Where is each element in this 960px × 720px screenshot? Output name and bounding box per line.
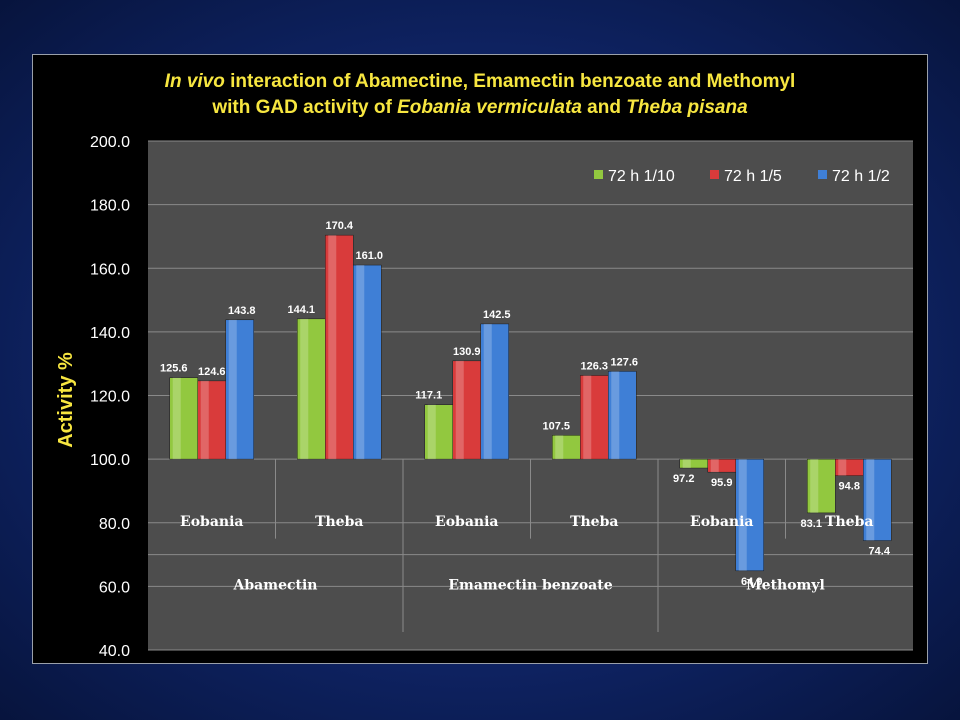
data-label: 125.6 (160, 363, 188, 375)
bar-highlight (866, 459, 875, 541)
bar (480, 323, 509, 460)
title-rest: interaction of Abamectine, Emamectin ben… (224, 71, 796, 92)
title-italic: In vivo (164, 71, 225, 92)
bar-highlight (483, 323, 492, 460)
y-tick-label: 200.0 (90, 134, 130, 151)
legend-label: 72 h 1/2 (832, 168, 890, 185)
chart-title-line-1: In vivo interaction of Abamectine, Emame… (33, 71, 927, 93)
group-label: Abamectin (233, 578, 318, 594)
bar (197, 380, 226, 460)
data-label: 74.4 (869, 546, 891, 558)
title-species-2: Theba pisana (626, 97, 748, 118)
bar-highlight (611, 371, 620, 460)
legend-label: 72 h 1/10 (608, 168, 675, 185)
bar-highlight (810, 459, 819, 513)
bar (325, 234, 354, 460)
bar (297, 318, 326, 460)
data-label: 142.5 (483, 309, 511, 321)
bar-highlight (356, 265, 365, 460)
data-label: 170.4 (325, 220, 353, 232)
title-line2-mid: and (581, 97, 627, 118)
legend-swatch (818, 170, 827, 179)
y-axis-label: Activity % (55, 352, 77, 448)
data-label: 143.8 (228, 305, 256, 317)
bar (169, 377, 198, 460)
bar-highlight (300, 318, 309, 460)
data-label: 161.0 (355, 250, 383, 262)
y-tick-label: 160.0 (90, 261, 130, 278)
y-tick-label: 180.0 (90, 198, 130, 215)
bar-highlight (682, 459, 691, 469)
data-label: 94.8 (839, 481, 860, 493)
data-label: 124.6 (198, 366, 226, 378)
data-label: 95.9 (711, 477, 732, 489)
bar-highlight (328, 235, 337, 460)
bar-highlight (455, 360, 464, 460)
y-tick-label: 80.0 (99, 516, 130, 533)
data-label: 130.9 (453, 346, 481, 358)
data-label: 127.6 (610, 356, 638, 368)
bar (735, 458, 764, 572)
group-label: Methomyl (746, 578, 825, 594)
category-label: Theba (570, 514, 618, 530)
y-tick-label: 140.0 (90, 325, 130, 342)
bar (452, 360, 481, 460)
bar-highlight (555, 435, 564, 460)
y-tick-label: 60.0 (99, 579, 130, 596)
title-line2-start: with GAD activity of (212, 97, 398, 118)
data-label: 117.1 (415, 390, 442, 402)
bar-highlight (738, 459, 747, 571)
category-label: Theba (315, 514, 363, 530)
data-label: 97.2 (673, 473, 694, 485)
bar (353, 264, 382, 460)
data-label: 64.9 (741, 576, 762, 588)
legend-swatch (710, 170, 719, 179)
group-label: Emamectin benzoate (448, 578, 612, 594)
bar (608, 371, 637, 460)
category-label: Theba (825, 514, 873, 530)
category-label: Eobania (435, 514, 498, 530)
bar (580, 375, 609, 460)
legend-label: 72 h 1/5 (724, 168, 782, 185)
data-label: 126.3 (580, 360, 608, 372)
bar-highlight (200, 380, 209, 460)
bar-highlight (228, 319, 237, 460)
data-label: 107.5 (542, 420, 570, 432)
bar-highlight (427, 404, 436, 460)
y-tick-label: 40.0 (99, 643, 130, 660)
legend-swatch (594, 170, 603, 179)
bar-highlight (710, 459, 719, 473)
bar-highlight (583, 375, 592, 460)
y-tick-label: 100.0 (90, 452, 130, 469)
category-label: Eobania (690, 514, 753, 530)
data-label: 83.1 (801, 518, 822, 530)
bar (225, 319, 254, 460)
data-label: 144.1 (287, 304, 315, 316)
bar (807, 458, 836, 514)
bar-highlight (838, 459, 847, 476)
y-tick-label: 120.0 (90, 389, 130, 406)
bar (863, 458, 892, 541)
category-label: Eobania (180, 514, 243, 530)
title-species-1: Eobania vermiculata (397, 97, 582, 118)
bar-highlight (172, 377, 181, 460)
chart-title-line-2: with GAD activity of Eobania vermiculata… (33, 97, 927, 119)
bar (424, 404, 453, 460)
